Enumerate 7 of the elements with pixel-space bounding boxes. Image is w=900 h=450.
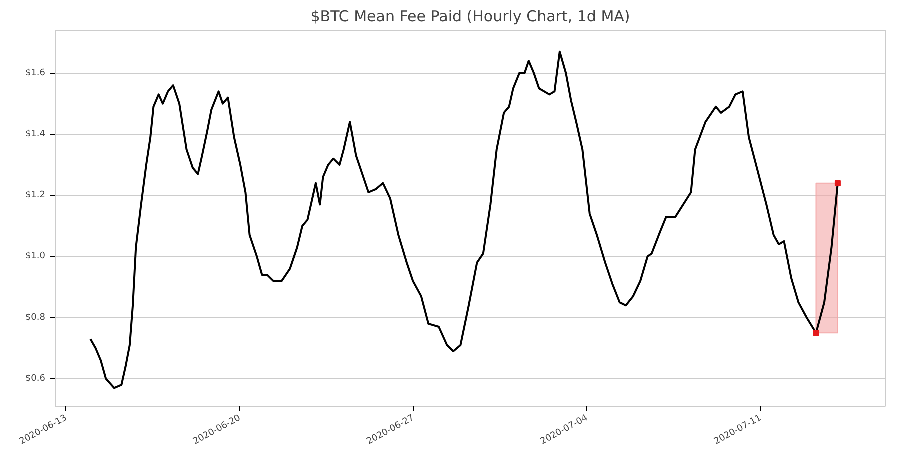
y-tick-label: $0.6 [25, 374, 46, 384]
y-tick-label: $0.8 [25, 312, 46, 323]
y-tick-label: $1.0 [25, 252, 46, 262]
y-tick-label: $1.6 [25, 68, 46, 78]
y-tick-label: $1.4 [25, 129, 46, 140]
chart-title: $BTC Mean Fee Paid (Hourly Chart, 1d MA) [310, 8, 630, 26]
y-tick-label: $1.2 [25, 190, 46, 201]
